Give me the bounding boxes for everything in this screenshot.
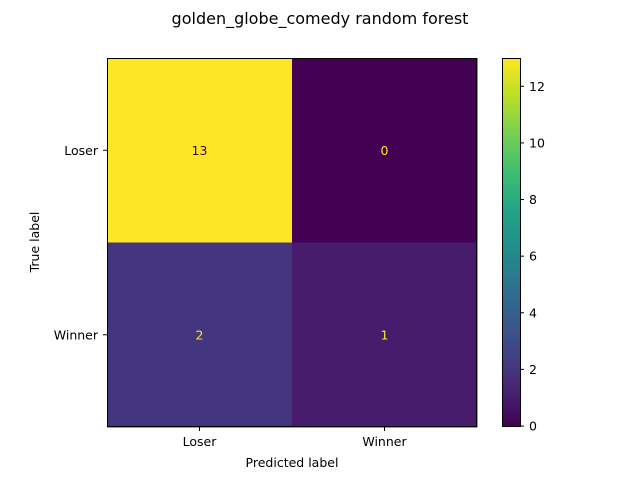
cell-value-1-0: 2	[196, 327, 204, 342]
cell-value-0-1: 0	[381, 143, 389, 158]
colorbar-ticks: 0 2 4 6 8 10 12	[520, 79, 545, 434]
heatmap-cells	[107, 58, 478, 428]
heatmap-cell-0-0	[107, 58, 293, 243]
y-tick-label: Winner	[54, 327, 99, 342]
heatmap-cell-0-1	[292, 58, 478, 243]
colorbar-tick-label: 0	[529, 419, 537, 434]
x-axis-ticks: Loser Winner	[183, 427, 407, 449]
colorbar-frame	[502, 58, 521, 427]
x-axis-label: Predicted label	[246, 455, 339, 470]
colorbar-tick-label: 12	[529, 79, 545, 94]
heatmap-cell-labels: 13 0 2 1	[192, 143, 389, 343]
x-tick-label: Loser	[183, 434, 218, 449]
y-axis-ticks: Loser Winner	[54, 143, 107, 342]
heatmap-cell-1-1	[292, 242, 478, 428]
x-tick-label: Winner	[362, 434, 407, 449]
colorbar-tick-label: 4	[529, 305, 537, 320]
colorbar-tick-label: 2	[529, 362, 537, 377]
plot-frame	[107, 58, 477, 427]
chart-title: golden_globe_comedy random forest	[172, 9, 469, 29]
colorbar	[502, 58, 520, 426]
colorbar-tick-label: 6	[529, 249, 537, 264]
colorbar-tick-label: 8	[529, 192, 537, 207]
heatmap-cell-1-0	[107, 242, 293, 428]
y-axis-label: True label	[27, 212, 42, 274]
y-tick-label: Loser	[64, 143, 99, 158]
colorbar-tick-label: 10	[529, 135, 545, 150]
cell-value-0-0: 13	[192, 143, 208, 158]
cell-value-1-1: 1	[381, 327, 389, 342]
